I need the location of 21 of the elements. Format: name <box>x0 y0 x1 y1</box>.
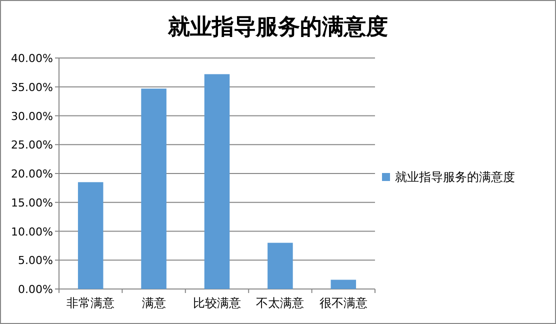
x-tick-label: 非常满意 <box>66 296 115 310</box>
bar <box>330 280 356 289</box>
x-tick-label: 比较满意 <box>193 296 241 310</box>
legend-label: 就业指导服务的满意度 <box>395 170 515 184</box>
bar <box>141 88 166 289</box>
y-tick-label: 5.00% <box>18 254 53 268</box>
y-tick-label: 10.00% <box>11 225 53 238</box>
y-tick-label: 40.00% <box>11 52 53 65</box>
bar <box>204 74 230 289</box>
y-tick-label: 35.00% <box>11 80 53 94</box>
y-tick-label: 20.00% <box>11 168 53 180</box>
y-tick-label: 25.00% <box>11 138 53 152</box>
bar <box>78 182 104 289</box>
x-tick-label: 很不满意 <box>319 296 368 310</box>
bar <box>268 242 293 289</box>
y-tick-label: 30.00% <box>11 110 53 123</box>
x-tick-label: 满意 <box>142 296 166 310</box>
y-tick-label: 15.00% <box>11 196 53 210</box>
x-tick-label: 不太满意 <box>256 296 304 310</box>
y-tick-label: 0.00% <box>18 283 53 296</box>
chart-title: 就业指导服务的满意度 <box>167 14 388 40</box>
